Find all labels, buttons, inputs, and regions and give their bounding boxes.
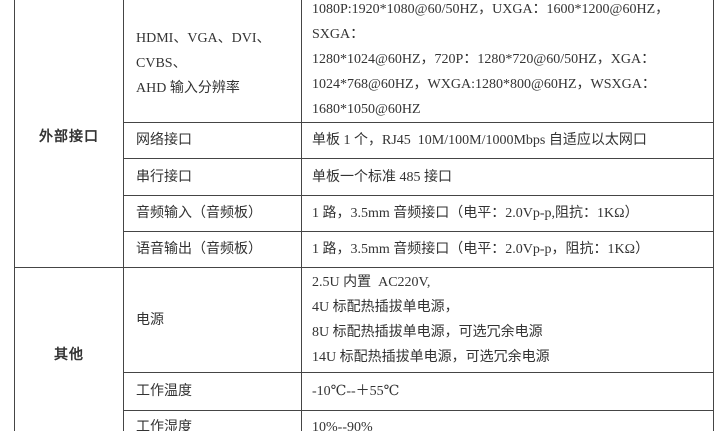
section-label-external-interfaces: 外部接口 — [14, 0, 124, 268]
value-operating-temperature: -10℃--＋55℃ — [301, 372, 714, 411]
value-power: 2.5U 内置 AC220V, 4U 标配热插拔单电源， 8U 标配热插拔单电源… — [301, 267, 714, 373]
spec-table: 外部接口 HDMI、VGA、DVI、CVBS、 AHD 输入分辨率 1080P:… — [14, 0, 714, 431]
section-label-other: 其他 — [14, 267, 124, 431]
param-line: 工作温度 — [136, 384, 192, 399]
param-operating-humidity: 工作湿度 — [123, 410, 302, 431]
value-line: 1024*768@60HZ，WXGA:1280*800@60HZ，WSXGA： — [312, 77, 656, 92]
row-resolution: 外部接口 HDMI、VGA、DVI、CVBS、 AHD 输入分辨率 1080P:… — [14, 0, 714, 268]
value-network-port: 单板 1 个，RJ45 10M/100M/1000Mbps 自适应以太网口 — [301, 122, 714, 159]
param-line: AHD 输入分辨率 — [136, 81, 240, 96]
section-label-text: 其他 — [54, 348, 84, 363]
row-power: 其他 电源 2.5U 内置 AC220V, 4U 标配热插拔单电源， 8U 标配… — [14, 267, 714, 431]
value-audio-input: 1 路，3.5mm 音频接口（电平：2.0Vp-p,阻抗：1KΩ） — [301, 195, 714, 232]
param-line: 电源 — [136, 312, 164, 328]
value-serial-port: 单板一个标准 485 接口 — [301, 158, 714, 196]
value-line: 单板一个标准 485 接口 — [312, 169, 452, 185]
value-line: 1 路，3.5mm 音频接口（电平：2.0Vp-p,阻抗：1KΩ） — [312, 206, 639, 221]
param-line: 工作湿度 — [136, 419, 192, 431]
value-line: 1080P:1920*1080@60/50HZ，UXGA：1600*1200@6… — [312, 2, 670, 42]
param-audio-input: 音频输入（音频板） — [123, 195, 302, 232]
value-line: 1680*1050@60HZ — [312, 102, 421, 117]
param-resolution: HDMI、VGA、DVI、CVBS、 AHD 输入分辨率 — [123, 0, 302, 123]
value-line: 10%--90% — [312, 419, 373, 431]
value-line: 8U 标配热插拔单电源，可选冗余电源 — [312, 325, 543, 340]
param-power: 电源 — [123, 267, 302, 373]
value-line: 14U 标配热插拔单电源，可选冗余电源 — [312, 350, 550, 365]
row-audio-output: 语音输出（音频板） 1 路，3.5mm 音频接口（电平：2.0Vp-p，阻抗：1… — [15, 231, 714, 268]
section-label-text: 外部接口 — [39, 130, 99, 145]
param-operating-temperature: 工作温度 — [123, 372, 302, 411]
value-audio-output: 1 路，3.5mm 音频接口（电平：2.0Vp-p，阻抗：1KΩ） — [301, 231, 714, 268]
row-operating-temperature: 工作温度 -10℃--＋55℃ — [15, 372, 714, 411]
param-network-port: 网络接口 — [123, 122, 302, 159]
param-line: 音频输入（音频板） — [136, 206, 262, 221]
value-line: 1280*1024@60HZ，720P：1280*720@60/50HZ，XGA… — [312, 52, 656, 67]
value-line: 单板 1 个，RJ45 10M/100M/1000Mbps 自适应以太网口 — [312, 133, 647, 148]
value-line: -10℃--＋55℃ — [312, 384, 400, 399]
row-network-port: 网络接口 单板 1 个，RJ45 10M/100M/1000Mbps 自适应以太… — [15, 122, 714, 159]
row-serial-port: 串行接口 单板一个标准 485 接口 — [15, 158, 714, 196]
value-line: 2.5U 内置 AC220V, — [312, 275, 431, 290]
row-audio-input: 音频输入（音频板） 1 路，3.5mm 音频接口（电平：2.0Vp-p,阻抗：1… — [15, 195, 714, 232]
row-operating-humidity: 工作湿度 10%--90% — [15, 410, 714, 431]
param-line: HDMI、VGA、DVI、CVBS、 — [136, 31, 271, 71]
param-audio-output: 语音输出（音频板） — [123, 231, 302, 268]
value-resolution: 1080P:1920*1080@60/50HZ，UXGA：1600*1200@6… — [301, 0, 714, 123]
param-line: 串行接口 — [136, 169, 192, 185]
param-line: 语音输出（音频板） — [136, 242, 262, 257]
value-operating-humidity: 10%--90% — [301, 410, 714, 431]
param-serial-port: 串行接口 — [123, 158, 302, 196]
param-line: 网络接口 — [136, 133, 192, 148]
value-line: 4U 标配热插拔单电源， — [312, 300, 459, 315]
value-line: 1 路，3.5mm 音频接口（电平：2.0Vp-p，阻抗：1KΩ） — [312, 242, 650, 257]
